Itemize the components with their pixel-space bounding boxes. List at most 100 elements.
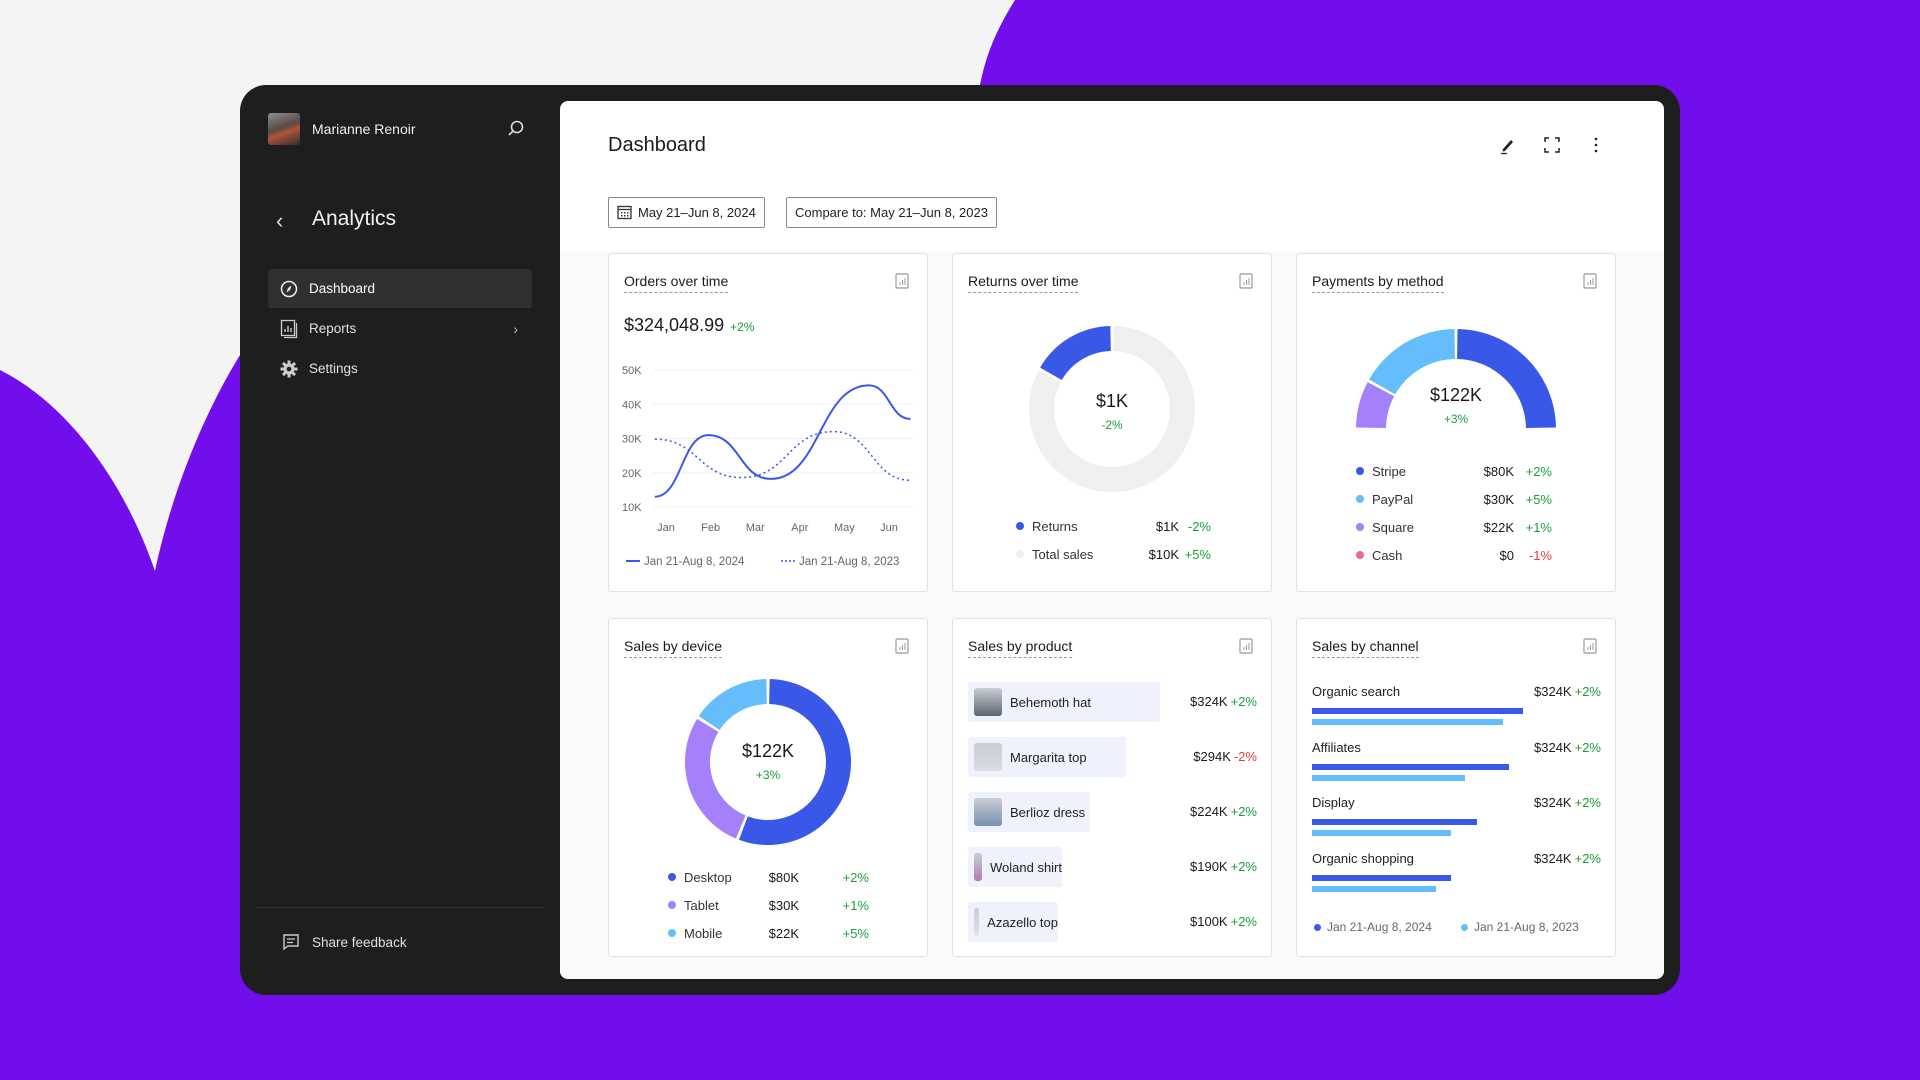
product-change: -2% (1233, 749, 1257, 764)
x-tick-label: Apr (791, 522, 808, 534)
channel-change: +2% (1574, 739, 1601, 755)
legend-dot (1016, 522, 1024, 530)
center-change: +3% (1443, 412, 1469, 426)
legend-dot (668, 873, 676, 881)
more-vertical-icon[interactable] (1586, 135, 1606, 160)
segment-paypal[interactable] (1369, 329, 1455, 395)
channel-value: $324K +2% (1534, 684, 1601, 699)
donut-center: $122K +3% (708, 741, 828, 782)
compare-range-button[interactable]: Compare to: May 21–Jun 8, 2023 (786, 197, 997, 228)
x-tick-label: Mar (746, 522, 765, 534)
product-change: +2% (1230, 914, 1257, 929)
legend-item: Tablet $30K +1% (668, 895, 869, 915)
sidebar-item-dashboard[interactable]: Dashboard (268, 269, 532, 308)
card-title[interactable]: Sales by product (968, 638, 1073, 658)
product-name: Berlioz dress (1010, 804, 1086, 820)
legend-item: Cash $0 -1% (1356, 545, 1552, 565)
search-icon[interactable] (506, 119, 526, 144)
legend-change: +5% (842, 925, 869, 941)
chart-icon[interactable] (1239, 638, 1253, 654)
page-title: Dashboard (608, 134, 706, 156)
legend-dot (1356, 551, 1364, 559)
y-tick-label: 40K (622, 399, 642, 411)
legend-item: Total sales $10K +5% (1016, 544, 1211, 564)
pencil-icon[interactable] (1498, 135, 1518, 160)
legend-dot (668, 901, 676, 909)
product-thumbnail (974, 853, 982, 881)
chart-icon[interactable] (1583, 638, 1597, 654)
center-value: $122K (741, 741, 795, 761)
segment-returns[interactable] (1040, 326, 1111, 381)
legend-value: $1K (1155, 518, 1179, 534)
segment-mobile[interactable] (698, 679, 767, 730)
legend-change: +2% (842, 869, 869, 885)
segment-tablet[interactable] (685, 718, 746, 839)
segment-stripe[interactable] (1457, 329, 1556, 428)
legend-value: $22K (768, 925, 799, 941)
product-row[interactable]: Woland shirt (968, 847, 1062, 887)
product-value: $294K -2% (1193, 749, 1257, 764)
orders-change: +2% (730, 320, 755, 334)
card-title[interactable]: Payments by method (1312, 273, 1444, 293)
legend-change: -1% (1528, 547, 1552, 563)
segment-total-sales[interactable] (1029, 326, 1195, 492)
card-sales-by-device: Sales by device $122K +3% Desktop $80K +2% T… (608, 618, 928, 957)
product-row[interactable]: Berlioz dress (968, 792, 1090, 832)
legend-value: $22K (1483, 519, 1514, 535)
product-value: $100K +2% (1190, 914, 1257, 929)
back-chevron-icon[interactable]: ‹ (276, 208, 284, 233)
section-title: Analytics (312, 207, 397, 230)
series-line-1 (654, 384, 911, 498)
bar-current (1312, 763, 1509, 770)
card-title[interactable]: Orders over time (624, 273, 729, 293)
share-feedback-button[interactable]: Share feedback (282, 933, 407, 951)
segment-desktop[interactable] (738, 679, 851, 845)
bar-previous (1312, 885, 1437, 892)
legend-value: $0 (1499, 547, 1514, 563)
center-change: -2% (1101, 418, 1123, 432)
product-row[interactable]: Behemoth hat (968, 682, 1160, 722)
legend-change: +1% (842, 897, 869, 913)
date-range-button[interactable]: May 21–Jun 8, 2024 (608, 197, 765, 228)
segment-square[interactable] (1356, 382, 1395, 428)
card-title[interactable]: Returns over time (968, 273, 1079, 293)
sidebar-divider (255, 907, 545, 908)
legend-change: +5% (1525, 491, 1552, 507)
user-name: Marianne Renoir (312, 121, 416, 137)
avatar[interactable] (268, 113, 300, 145)
x-tick-label: Jan (657, 522, 675, 534)
bar-previous (1312, 719, 1503, 725)
product-row[interactable]: Azazello top (968, 902, 1058, 942)
date-range-label: May 21–Jun 8, 2024 (638, 205, 756, 220)
legend-dot (1356, 467, 1364, 475)
sidebar-item-label: Dashboard (309, 281, 376, 296)
channel-amount: $324K (1534, 850, 1572, 866)
chart-icon[interactable] (1583, 273, 1597, 289)
legend-item: Jan 21-Aug 8, 2023 (1461, 917, 1579, 937)
card-title[interactable]: Sales by device (624, 638, 723, 658)
chart-icon[interactable] (895, 273, 909, 289)
bar-previous (1312, 774, 1466, 781)
bar-current (1312, 874, 1451, 881)
legend-label: Returns (1032, 518, 1078, 534)
product-change: +2% (1230, 804, 1257, 819)
series-line-2 (654, 430, 911, 482)
gear-icon (280, 360, 298, 377)
card-returns-over-time: Returns over time $1K -2% Returns $1K -2% To… (952, 253, 1272, 592)
chevron-right-icon: › (513, 320, 518, 337)
legend-label: Jan 21-Aug 8, 2024 (1327, 920, 1432, 934)
legend-dot (1356, 523, 1364, 531)
product-row[interactable]: Margarita top (968, 737, 1126, 777)
legend-label: PayPal (1372, 491, 1414, 507)
chart-icon[interactable] (1239, 273, 1253, 289)
bar-current (1312, 819, 1477, 825)
card-payments-by-method: Payments by method $122K +3% Stripe $80K +2… (1296, 253, 1616, 592)
compass-icon (280, 280, 298, 297)
sidebar-item-settings[interactable]: Settings (268, 349, 532, 388)
sidebar-item-reports[interactable]: Reports › (268, 309, 532, 348)
fullscreen-icon[interactable] (1542, 135, 1562, 160)
legend-change: +5% (1184, 546, 1211, 562)
chart-icon[interactable] (895, 638, 909, 654)
legend-label: Total sales (1032, 546, 1094, 562)
card-title[interactable]: Sales by channel (1312, 638, 1419, 658)
